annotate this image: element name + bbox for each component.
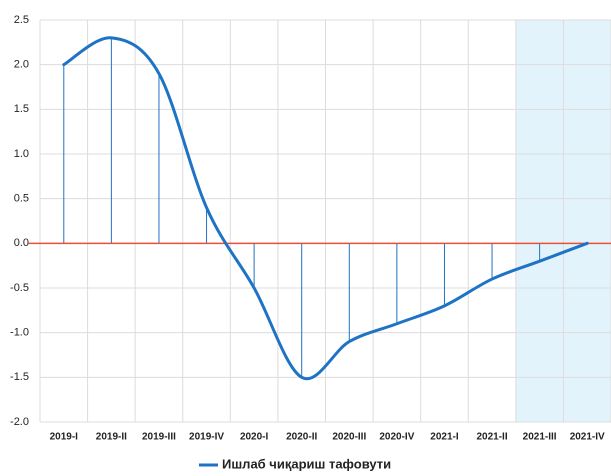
x-tick-label: 2021-I: [430, 432, 459, 443]
y-tick-label: 1.5: [14, 103, 29, 115]
y-tick-label: 0.0: [14, 237, 29, 249]
y-tick-label: -1.0: [10, 327, 29, 339]
x-tick-label: 2020-IV: [379, 432, 414, 443]
y-tick-label: 0.5: [14, 193, 29, 205]
x-tick-label: 2019-II: [96, 432, 127, 443]
y-tick-label: -1.5: [10, 371, 29, 383]
x-tick-label: 2020-I: [240, 432, 269, 443]
x-tick-label: 2021-II: [476, 432, 507, 443]
y-tick-label: 2.0: [14, 59, 29, 71]
y-tick-label: 2.5: [14, 14, 29, 26]
x-tick-label: 2019-III: [142, 432, 176, 443]
x-tick-label: 2021-III: [523, 432, 557, 443]
y-tick-label: 1.0: [14, 148, 29, 160]
legend-label: Ишлаб чиқариш тафовути: [222, 456, 391, 471]
x-tick-label: 2019-I: [50, 432, 79, 443]
series-line: [62, 36, 589, 381]
x-tick-label: 2021-IV: [570, 432, 605, 443]
y-tick-label: -2.0: [10, 416, 29, 428]
y-tick-label: -0.5: [10, 282, 29, 294]
x-tick-label: 2020-III: [332, 432, 366, 443]
x-tick-label: 2019-IV: [189, 432, 224, 443]
x-tick-label: 2020-II: [286, 432, 317, 443]
